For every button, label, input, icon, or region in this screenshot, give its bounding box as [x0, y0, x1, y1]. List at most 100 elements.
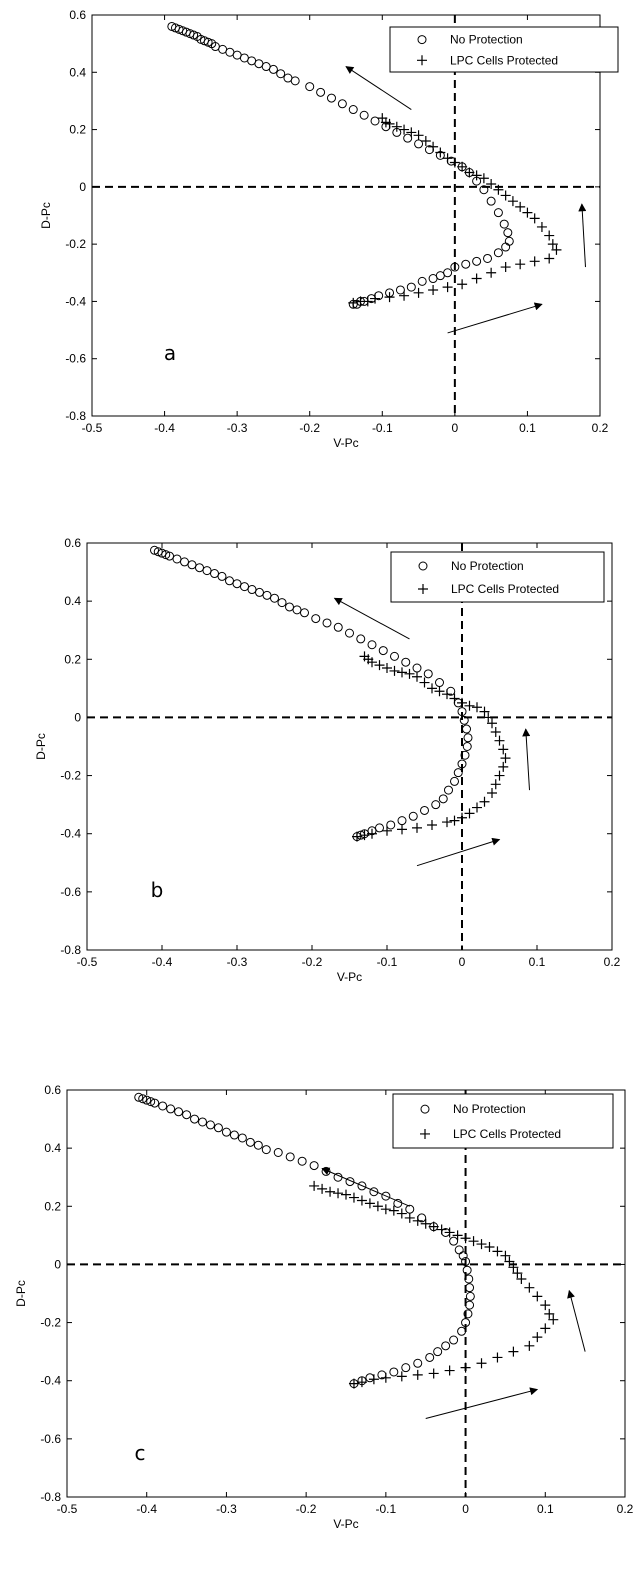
data-point-circle	[337, 99, 347, 109]
legend-label: No Protection	[450, 33, 523, 47]
legend-box	[390, 551, 605, 603]
y-tick-label: 0	[79, 180, 86, 194]
data-point-plus	[434, 686, 445, 697]
data-point-circle	[150, 545, 159, 555]
data-point-circle	[261, 1145, 271, 1155]
data-point-circle	[413, 1358, 423, 1368]
panel-label: b	[151, 878, 164, 902]
data-point-plus	[404, 668, 415, 679]
data-point-plus	[479, 706, 490, 717]
data-point-plus	[380, 1204, 391, 1215]
data-point-circle	[205, 1120, 215, 1130]
x-tick-label: -0.5	[82, 421, 103, 435]
data-point-circle	[461, 1257, 471, 1267]
data-point-circle	[463, 733, 473, 743]
data-point-circle	[438, 794, 448, 804]
data-point-plus	[476, 1239, 487, 1250]
data-point-circle	[348, 105, 358, 115]
data-point-plus	[397, 667, 407, 678]
data-point-plus	[420, 136, 431, 147]
data-point-plus	[399, 124, 410, 135]
data-point-circle	[389, 1367, 399, 1377]
data-point-plus	[522, 207, 533, 218]
data-point-circle	[450, 776, 459, 786]
data-point-circle	[395, 285, 405, 295]
direction-arrow	[333, 597, 410, 640]
x-tick-label: 0.1	[529, 955, 546, 969]
data-point-circle	[285, 1152, 295, 1162]
data-point-circle	[370, 116, 380, 126]
data-point-circle	[457, 1326, 467, 1336]
data-point-circle	[401, 657, 411, 667]
data-point-plus	[436, 1224, 447, 1235]
direction-arrow	[425, 1387, 539, 1419]
legend-marker-plus	[417, 55, 427, 66]
y-tick-label: 0.4	[64, 594, 81, 608]
data-point-plus	[442, 153, 453, 164]
y-tick-label: 0.6	[44, 1083, 61, 1097]
data-point-circle	[138, 1094, 148, 1104]
legend-label: LPC Cells Protected	[453, 1127, 561, 1141]
data-point-circle	[190, 1114, 200, 1124]
direction-arrow	[321, 1167, 410, 1207]
x-tick-label: 0.2	[604, 955, 621, 969]
data-point-circle	[365, 1373, 375, 1383]
legend: No Protection LPC Cells Protected	[392, 1093, 614, 1149]
data-point-circle	[180, 557, 189, 567]
data-point-plus	[472, 702, 482, 713]
data-point-circle	[408, 811, 418, 821]
data-point-plus	[428, 141, 439, 152]
data-point-circle	[229, 1130, 239, 1140]
data-point-circle	[462, 724, 471, 734]
data-point-plus	[460, 1362, 471, 1373]
data-point-plus	[500, 1250, 511, 1261]
data-point-plus	[536, 221, 547, 232]
data-point-plus	[427, 683, 437, 694]
direction-arrow	[522, 728, 531, 791]
data-point-circle	[268, 64, 278, 74]
x-tick-label: -0.1	[372, 421, 393, 435]
data-point-circle	[345, 1177, 355, 1187]
data-point-circle	[290, 76, 300, 86]
data-point-plus	[406, 127, 417, 138]
data-point-plus	[449, 693, 460, 704]
data-point-circle	[134, 1092, 144, 1102]
x-tick-label: -0.2	[299, 421, 320, 435]
data-point-circle	[444, 785, 453, 795]
legend-label: LPC Cells Protected	[451, 582, 559, 596]
x-tick-label: -0.4	[152, 955, 173, 969]
y-tick-label: -0.4	[40, 1374, 61, 1388]
data-point-plus	[479, 796, 490, 807]
data-point-plus	[498, 761, 509, 772]
data-point-circle	[459, 715, 469, 725]
x-axis-title: V-Pc	[337, 970, 362, 984]
data-point-plus	[493, 184, 504, 195]
x-tick-label: 0.2	[592, 421, 609, 435]
data-point-circle	[198, 1117, 208, 1127]
series-lpc-cells-protected	[348, 113, 562, 308]
data-point-plus	[544, 253, 555, 264]
data-point-circle	[174, 1107, 184, 1117]
data-point-plus	[498, 744, 509, 755]
data-point-circle	[359, 110, 369, 120]
data-point-plus	[507, 196, 518, 207]
data-point-plus	[515, 259, 526, 270]
data-point-circle	[240, 582, 249, 592]
legend-marker-circle	[420, 1104, 430, 1114]
data-point-circle	[322, 618, 332, 628]
x-tick-label: 0	[462, 1502, 469, 1516]
data-point-plus	[483, 712, 494, 723]
data-point-circle	[461, 259, 471, 269]
data-point-circle	[172, 554, 182, 564]
data-point-circle	[390, 651, 399, 661]
data-point-circle	[428, 274, 438, 284]
data-point-circle	[450, 262, 460, 272]
data-point-plus	[348, 297, 359, 308]
data-point-circle	[486, 196, 496, 206]
data-point-plus	[309, 1180, 320, 1191]
data-point-plus	[370, 293, 381, 304]
x-tick-label: -0.2	[296, 1502, 317, 1516]
data-point-plus	[396, 1371, 407, 1382]
data-point-plus	[540, 1323, 551, 1334]
direction-arrow	[447, 302, 543, 334]
